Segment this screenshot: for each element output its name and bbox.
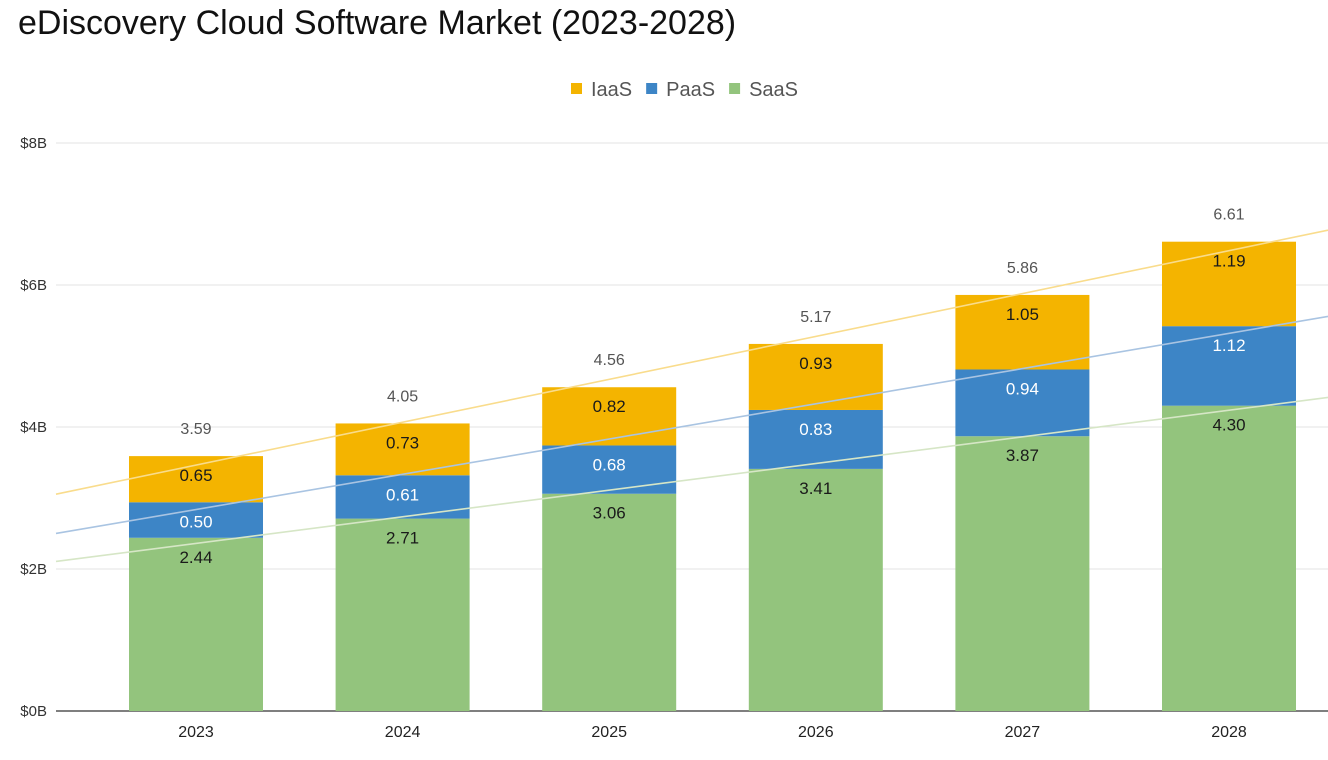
x-tick-label: 2027 (1005, 724, 1041, 741)
x-tick-label: 2023 (178, 724, 214, 741)
x-tick-label: 2024 (385, 724, 421, 741)
data-label-iaas: 0.65 (179, 466, 212, 485)
total-label: 3.59 (180, 421, 211, 438)
y-tick-label: $4B (20, 419, 47, 436)
bar-saas (129, 537, 263, 711)
bar-iaas (748, 343, 883, 410)
total-label: 6.61 (1213, 207, 1244, 224)
x-tick-label: 2028 (1211, 724, 1247, 741)
bar-saas (1162, 405, 1296, 711)
data-label-paas: 1.12 (1212, 336, 1245, 355)
data-label-iaas: 1.19 (1212, 252, 1245, 271)
bar-paas (542, 445, 677, 494)
data-label-paas: 0.68 (593, 455, 626, 474)
bar-saas (748, 468, 883, 711)
data-label-paas: 0.50 (179, 512, 212, 531)
total-label: 5.17 (800, 309, 831, 326)
data-label-saas: 3.06 (593, 504, 626, 523)
legend-label-paas: PaaS (666, 79, 715, 101)
bar-iaas (1162, 241, 1296, 327)
y-tick-label: $2B (20, 561, 47, 578)
data-label-iaas: 0.73 (386, 433, 419, 452)
data-label-paas: 0.61 (386, 485, 419, 504)
legend-swatch-iaas (571, 83, 582, 94)
data-label-saas: 2.44 (179, 548, 212, 567)
bar-paas (1162, 326, 1296, 406)
data-label-saas: 2.71 (386, 529, 419, 548)
bar-paas (129, 502, 263, 538)
trendline-paas (55, 315, 1328, 535)
y-tick-label: $6B (20, 277, 47, 294)
legend-swatch-saas (729, 83, 741, 94)
trendline-saas (55, 396, 1328, 563)
data-label-saas: 3.87 (1006, 446, 1039, 465)
bar-iaas (955, 294, 1090, 370)
y-tick-label: $0B (20, 703, 47, 720)
bar-iaas (542, 387, 677, 446)
total-label: 4.05 (387, 388, 418, 405)
x-tick-label: 2025 (591, 724, 627, 741)
trendline-iaas (55, 229, 1328, 495)
data-label-paas: 0.83 (799, 420, 832, 439)
bar-paas (748, 409, 883, 469)
legend-label-saas: SaaS (749, 79, 798, 101)
data-label-paas: 0.94 (1006, 379, 1039, 398)
data-label-iaas: 0.93 (799, 354, 832, 373)
data-label-iaas: 0.82 (593, 397, 626, 416)
data-label-saas: 3.41 (799, 479, 832, 498)
bar-paas (955, 369, 1090, 437)
bar-saas (542, 493, 677, 711)
bar-saas (335, 518, 470, 711)
legend-swatch-paas (646, 83, 658, 94)
total-label: 4.56 (594, 352, 625, 369)
bar-saas (955, 436, 1090, 711)
x-tick-label: 2026 (798, 724, 834, 741)
chart-title: eDiscovery Cloud Software Market (2023-2… (18, 4, 737, 42)
total-label: 5.86 (1007, 260, 1038, 277)
data-label-saas: 4.30 (1212, 416, 1245, 435)
data-label-iaas: 1.05 (1006, 305, 1039, 324)
y-tick-label: $8B (20, 135, 47, 152)
legend-label-iaas: IaaS (591, 79, 632, 101)
bar-iaas (129, 456, 263, 503)
